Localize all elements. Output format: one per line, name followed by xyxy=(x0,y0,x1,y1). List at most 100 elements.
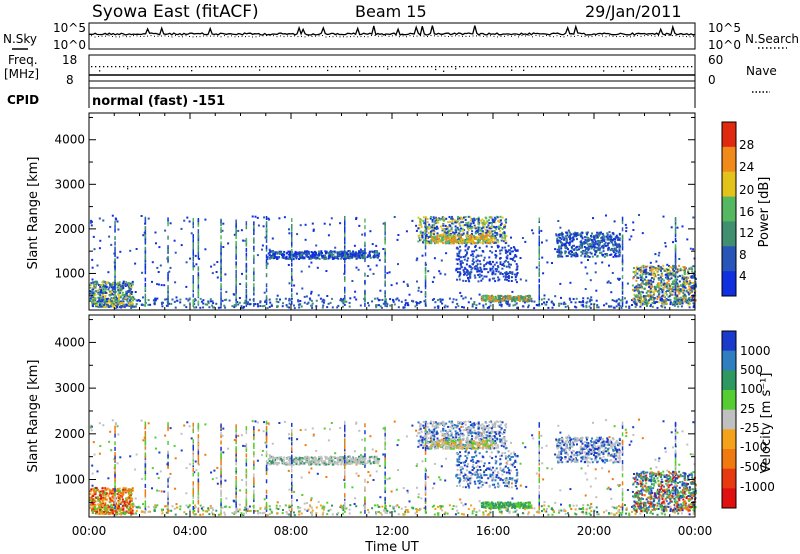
noise-search-dot xyxy=(269,35,271,37)
data-point xyxy=(449,221,452,224)
data-point xyxy=(278,217,281,220)
data-point xyxy=(311,307,314,309)
data-point xyxy=(438,476,441,479)
data-point xyxy=(99,285,102,288)
nave-dot xyxy=(475,66,477,68)
data-point xyxy=(593,302,596,305)
data-point xyxy=(674,246,677,251)
data-point xyxy=(669,287,672,290)
data-point xyxy=(491,296,494,299)
data-point xyxy=(245,282,248,287)
data-point xyxy=(421,254,424,257)
data-point xyxy=(590,239,593,241)
data-point xyxy=(309,298,312,301)
data-point xyxy=(514,296,517,299)
data-point xyxy=(538,278,540,283)
data-point xyxy=(665,299,668,302)
data-point xyxy=(514,298,517,301)
data-point xyxy=(461,242,464,245)
data-point xyxy=(273,255,276,258)
data-point xyxy=(665,285,668,288)
data-point xyxy=(640,269,643,272)
data-point xyxy=(458,271,461,274)
data-point xyxy=(455,269,458,272)
nave-dot xyxy=(275,66,277,68)
data-point xyxy=(667,277,670,280)
data-point xyxy=(273,257,276,259)
data-point xyxy=(669,303,672,306)
data-point xyxy=(277,256,280,259)
data-point xyxy=(541,303,543,306)
data-point xyxy=(492,220,495,223)
data-point xyxy=(660,279,663,282)
data-point xyxy=(253,221,255,226)
data-point xyxy=(348,305,351,308)
nave-dot xyxy=(535,66,537,68)
data-point xyxy=(411,219,414,222)
data-point xyxy=(239,283,242,285)
data-point xyxy=(507,261,510,264)
data-point xyxy=(501,216,504,219)
data-point xyxy=(610,241,613,244)
data-point xyxy=(153,300,156,303)
data-point xyxy=(102,283,105,286)
noise-search-dot xyxy=(434,35,435,37)
data-point xyxy=(456,468,459,471)
data-point xyxy=(438,238,440,240)
data-point xyxy=(103,292,106,295)
data-point xyxy=(644,297,647,300)
data-point xyxy=(638,299,641,302)
data-point xyxy=(295,251,298,254)
nave-dot xyxy=(267,66,269,68)
data-point xyxy=(446,305,449,308)
nave-dot xyxy=(455,66,457,68)
data-point xyxy=(657,286,660,289)
data-point xyxy=(441,298,444,301)
data-point xyxy=(500,249,503,252)
data-point xyxy=(460,295,463,298)
data-point xyxy=(297,300,300,303)
data-point xyxy=(688,285,691,288)
data-point xyxy=(661,290,664,293)
data-point xyxy=(672,268,674,271)
data-point xyxy=(691,295,694,298)
data-point xyxy=(112,497,115,500)
data-point xyxy=(473,217,476,220)
data-point xyxy=(360,255,363,258)
noise-search-dot xyxy=(374,35,376,37)
data-point xyxy=(510,263,512,266)
data-point xyxy=(649,279,652,282)
data-point xyxy=(642,271,645,274)
data-point xyxy=(649,286,652,289)
data-point xyxy=(421,234,424,237)
data-point xyxy=(384,250,386,255)
data-point xyxy=(382,248,385,250)
data-point xyxy=(364,272,366,277)
data-point xyxy=(454,238,457,241)
data-point xyxy=(493,236,496,239)
data-point xyxy=(117,433,120,436)
data-point xyxy=(563,244,566,247)
data-point xyxy=(422,216,425,219)
data-point xyxy=(429,233,432,236)
data-point xyxy=(364,232,366,237)
data-point xyxy=(666,263,669,266)
data-point xyxy=(493,263,496,266)
data-point xyxy=(559,236,562,239)
data-point xyxy=(639,268,642,271)
data-point xyxy=(613,299,616,302)
data-point xyxy=(640,303,643,306)
data-point xyxy=(327,302,330,305)
data-point xyxy=(692,265,695,268)
data-point xyxy=(215,271,218,273)
data-point xyxy=(275,300,278,303)
data-point xyxy=(262,225,265,228)
data-point xyxy=(648,294,651,297)
data-point xyxy=(458,250,461,253)
data-point xyxy=(386,303,389,306)
data-point xyxy=(363,254,366,257)
data-point xyxy=(499,235,502,238)
data-point xyxy=(91,266,94,269)
data-point xyxy=(417,240,420,243)
data-point xyxy=(599,241,601,244)
